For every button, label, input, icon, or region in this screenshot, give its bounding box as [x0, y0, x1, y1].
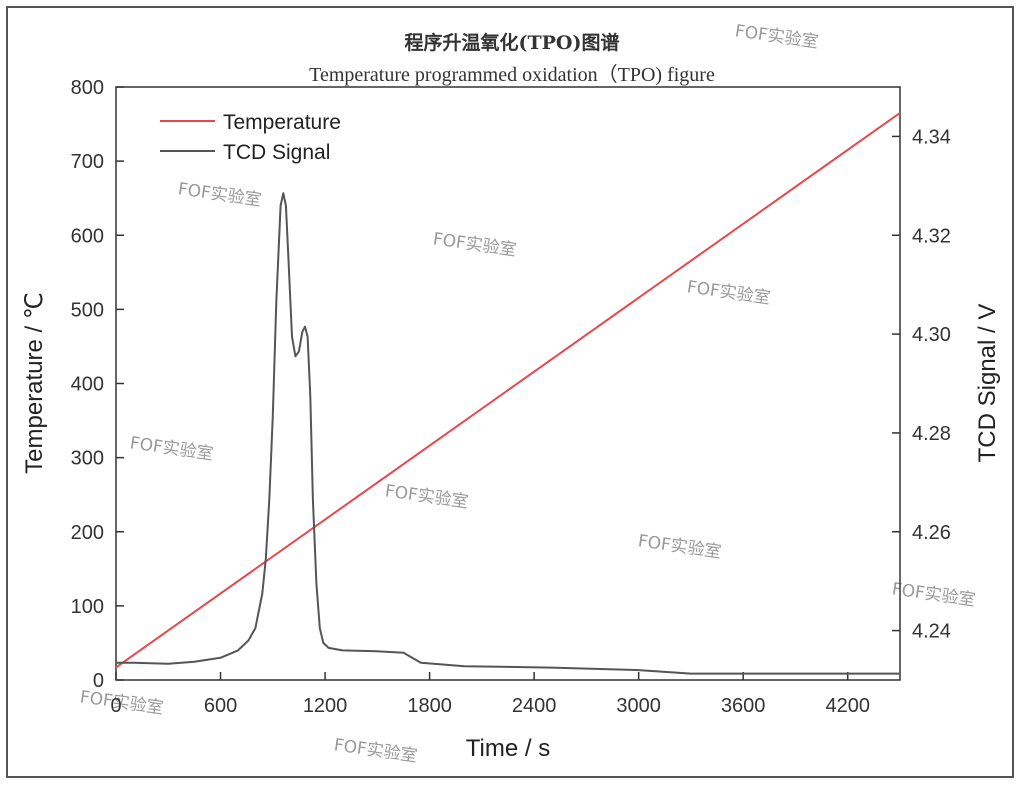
y-left-tick-label: 200 [71, 522, 104, 544]
y-axis-right: 4.24 4.26 4.28 4.30 4.32 4.34 [892, 126, 951, 643]
y-left-tick-label: 700 [71, 151, 104, 173]
x-tick-label: 600 [204, 695, 237, 717]
y-axis-left: 0 100 200 300 400 500 600 700 800 [71, 77, 124, 692]
y-left-tick-label: 500 [71, 299, 104, 321]
x-tick-label: 0 [110, 695, 121, 717]
y-axis-left-label: Temperature / ℃ [21, 292, 48, 474]
x-tick-label: 3600 [721, 695, 766, 717]
x-tick-label: 2400 [512, 695, 557, 717]
y-right-tick-label: 4.24 [912, 621, 951, 643]
y-left-tick-label: 600 [71, 225, 104, 247]
series-layer [115, 112, 901, 675]
y-right-tick-label: 4.32 [912, 225, 951, 247]
legend-label-tcd: TCD Signal [223, 141, 330, 164]
x-tick-label: 1800 [407, 695, 452, 717]
legend-label-temperature: Temperature [223, 111, 341, 134]
chart-title: 程序升温氧化(TPO)图谱 [404, 32, 620, 54]
y-axis-right-label: TCD Signal / V [974, 304, 1001, 463]
x-tick-label: 1200 [303, 695, 348, 717]
x-tick-label: 4200 [825, 695, 870, 717]
legend: Temperature TCD Signal [160, 111, 341, 164]
y-left-tick-label: 400 [71, 374, 104, 396]
x-axis: 0 600 1200 1800 2400 3000 3600 4200 [110, 672, 870, 717]
y-right-tick-label: 4.30 [912, 324, 951, 346]
x-tick-label: 3000 [616, 695, 661, 717]
chart-subtitle: Temperature programmed oxidation（TPO) fi… [309, 64, 715, 86]
y-right-tick-label: 4.28 [912, 423, 951, 445]
series-line-tcd-signal [116, 192, 900, 675]
y-right-tick-label: 4.34 [912, 126, 951, 148]
y-left-tick-label: 800 [71, 77, 104, 99]
series-line-temperature [115, 112, 901, 669]
plot-area [115, 86, 901, 681]
x-axis-label: Time / s [466, 735, 550, 762]
y-left-tick-label: 0 [93, 670, 104, 692]
y-right-tick-label: 4.26 [912, 522, 951, 544]
y-left-tick-label: 100 [71, 596, 104, 618]
y-left-tick-label: 300 [71, 448, 104, 470]
